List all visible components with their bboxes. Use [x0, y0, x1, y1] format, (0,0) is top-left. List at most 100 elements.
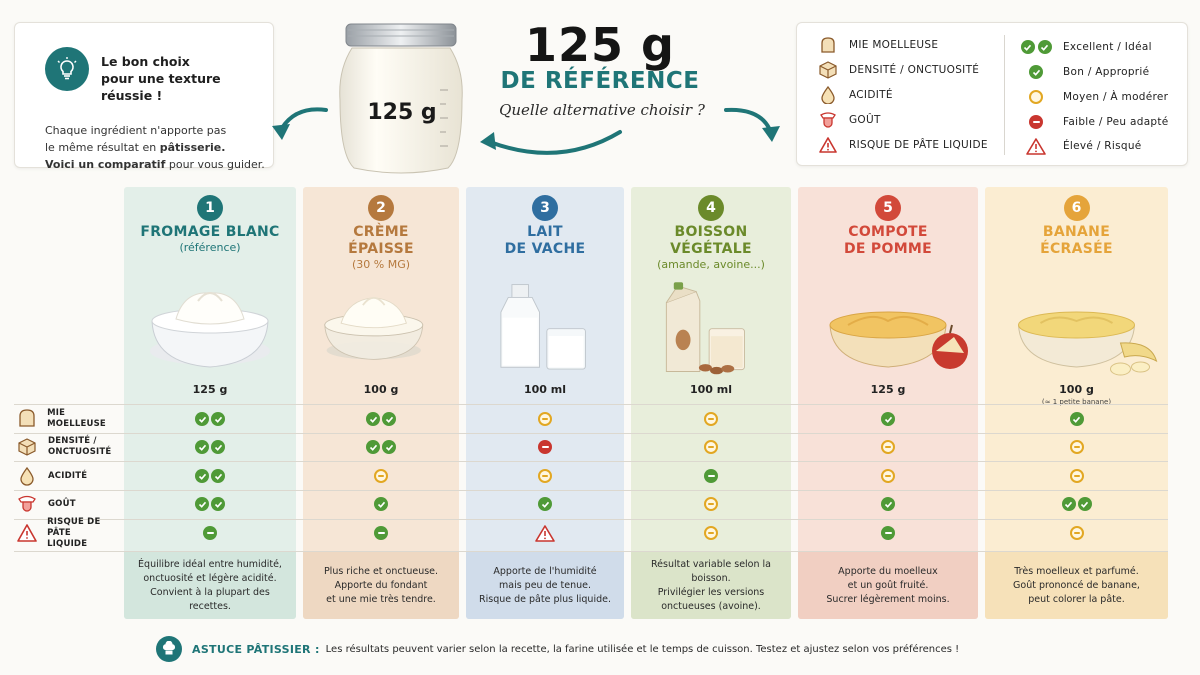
- column-2: 2 CRÈME ÉPAISSE (30 % MG) 100 g Plus riche et…: [303, 187, 459, 619]
- intro-text: Chaque ingrédient n'apporte pas le même …: [45, 124, 265, 171]
- row-divider: [14, 490, 1168, 491]
- rating-cell: [525, 438, 565, 456]
- rating-good: [538, 497, 552, 511]
- column-subtitle: (référence): [179, 241, 241, 254]
- column-title-line: COMPOTE: [848, 224, 928, 240]
- rating-cell: [1057, 410, 1097, 428]
- neutral-circle-icon: [538, 412, 552, 426]
- rating-cell: [691, 467, 731, 485]
- rating-medium: [374, 469, 388, 483]
- neutral-circle-icon: [704, 412, 718, 426]
- check-icon: [1069, 412, 1084, 426]
- description-line: mais peu de tenue.: [499, 579, 591, 591]
- rating-cell: [691, 524, 731, 542]
- legend-criterion: GOÛT: [817, 110, 881, 130]
- rating-cell: [361, 410, 401, 428]
- check-icon: [538, 497, 552, 511]
- neutral-circle-icon: [881, 440, 895, 454]
- tagline: Quelle alternative choisir ?: [499, 101, 705, 119]
- row-label-text: ACIDITÉ: [48, 470, 88, 481]
- neutral-circle-icon: [1069, 469, 1084, 483]
- chef-hat-icon: [156, 636, 182, 662]
- column-title-line: VÉGÉTALE: [670, 241, 752, 257]
- rating-medium: [1069, 469, 1084, 483]
- cube-icon: [817, 60, 839, 80]
- description-line: Privilégier les versions: [657, 586, 765, 598]
- row-divider: [14, 519, 1168, 520]
- intro-title: Le bon choix pour une texture réussie !: [101, 54, 221, 103]
- rating-cell: [525, 410, 565, 428]
- rating-cell: [1057, 467, 1097, 485]
- column-number-badge: 4: [698, 195, 724, 221]
- row-label-3: ACIDITÉ: [14, 462, 124, 490]
- check-icon: [1017, 62, 1055, 82]
- column-description: Apporte du moelleux et un goût fruité. Suc…: [798, 552, 978, 619]
- rating-cell: [525, 467, 565, 485]
- column-number-badge: 2: [368, 195, 394, 221]
- rating-medium: [538, 412, 552, 426]
- check-icon: [1077, 497, 1092, 511]
- row-divider: [14, 551, 1168, 552]
- column-subtitle: (30 % MG): [351, 258, 411, 271]
- description-line: et une mie très tendre.: [326, 593, 436, 605]
- legend-rating: Bon / Approprié: [1017, 62, 1149, 82]
- rating-medium: [704, 412, 718, 426]
- column-title: CRÈME ÉPAISSE: [303, 224, 459, 258]
- column-5: 5 COMPOTE DE POMME 125 g Apporte du moelleux…: [798, 187, 978, 619]
- legend: MIE MOELLEUSE DENSITÉ / ONCTUOSITÉ ACIDI…: [796, 22, 1188, 166]
- rating-cell: [525, 524, 565, 542]
- column-4: 4 BOISSON VÉGÉTALE (amande, avoine...) 100 m…: [631, 187, 791, 619]
- rating-cell: [190, 438, 230, 456]
- column-subtitle: (amande, avoine...): [657, 258, 765, 271]
- rating-cell: [1057, 495, 1097, 513]
- description-line: Apporte du fondant: [334, 579, 428, 591]
- ingredient-illustration: [466, 271, 624, 379]
- check-icon: [382, 440, 396, 454]
- rating-medium: [881, 469, 895, 483]
- description-line: Très moelleux et parfumé.: [1014, 565, 1139, 577]
- rating-medium: [881, 440, 895, 454]
- rating-cell: [868, 524, 908, 542]
- check-icon: [211, 469, 225, 483]
- column-title-line: BOISSON: [674, 224, 748, 240]
- rating-cell: [1057, 438, 1097, 456]
- rating-good: [1069, 412, 1084, 426]
- rating-medium: [704, 440, 718, 454]
- tip-label: ASTUCE PÂTISSIER :: [192, 642, 320, 656]
- legend-rating-label: Élevé / Risqué: [1063, 140, 1142, 152]
- quantity-label: 100 ml: [523, 383, 567, 396]
- description-line: Goût prononcé de banane,: [1013, 579, 1140, 591]
- rating-cell: [525, 495, 565, 513]
- minus-circle-icon: [203, 526, 217, 540]
- description-line: onctuosité et légère acidité.: [143, 572, 277, 584]
- rating-cell: [691, 410, 731, 428]
- check-icon: [374, 497, 388, 511]
- cube-icon: [16, 436, 38, 458]
- legend-criterion: DENSITÉ / ONCTUOSITÉ: [817, 60, 979, 80]
- page-title: 125 g: [525, 18, 675, 72]
- row-label-5: RISQUE DE PÂTE LIQUIDE: [14, 517, 124, 549]
- column-1: 1 FROMAGE BLANC (référence) 125 g Équilibre …: [124, 187, 296, 619]
- rating-cell: [361, 438, 401, 456]
- description-line: Plus riche et onctueuse.: [323, 565, 439, 577]
- column-title: BANANE ÉCRASÉE: [985, 224, 1168, 258]
- column-description: Très moelleux et parfumé. Goût prononcé d…: [985, 552, 1168, 619]
- rating-cell: [190, 410, 230, 428]
- rating-medium: [538, 469, 552, 483]
- lightbulb-icon: [45, 47, 89, 91]
- description-line: et un goût fruité.: [847, 579, 929, 591]
- check-icon: [366, 412, 380, 426]
- description-line: peut colorer la pâte.: [1028, 593, 1125, 605]
- check-icon: [211, 440, 225, 454]
- legend-criterion: RISQUE DE PÂTE LIQUIDE: [817, 135, 988, 155]
- quantity-label: 125 g: [192, 383, 228, 396]
- yogurt-jar-image: [339, 23, 463, 174]
- rating-medium: [704, 526, 718, 540]
- bread-icon: [16, 408, 37, 430]
- description-line: Convient à la plupart des recettes.: [150, 586, 270, 612]
- description-line: Risque de pâte plus liquide.: [479, 593, 611, 605]
- legend-rating-label: Bon / Approprié: [1063, 66, 1150, 78]
- minus-circle-icon: [881, 526, 895, 540]
- legend-rating: Moyen / À modérer: [1017, 87, 1168, 107]
- ingredient-illustration: [124, 271, 296, 379]
